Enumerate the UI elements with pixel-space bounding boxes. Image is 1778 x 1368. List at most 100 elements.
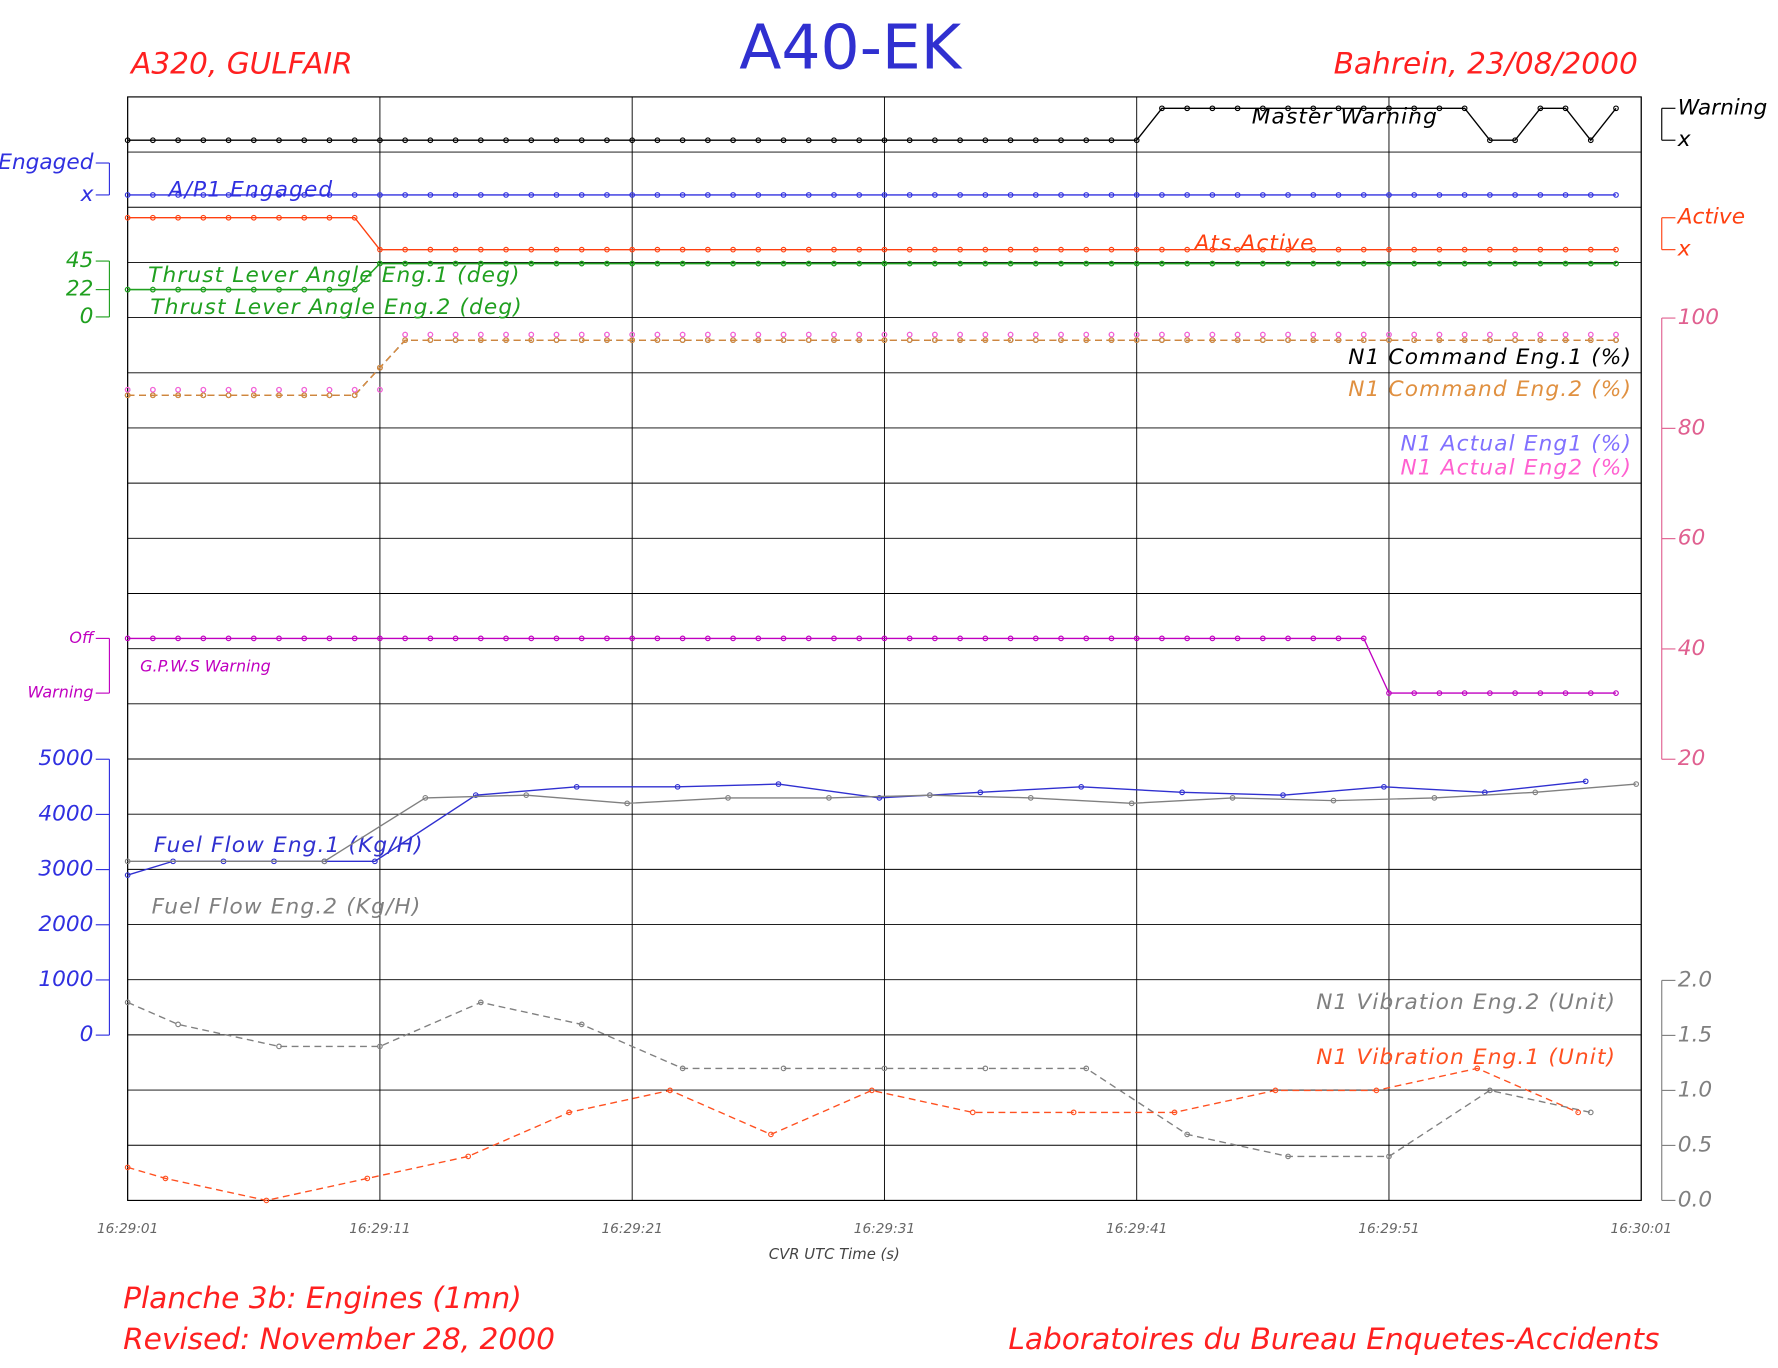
data-point — [276, 635, 282, 642]
data-point — [629, 331, 636, 338]
data-point — [1285, 246, 1291, 253]
data-point — [679, 635, 686, 642]
y-tick-label: 1000 — [38, 967, 93, 992]
data-point — [1411, 690, 1418, 696]
data-point — [679, 260, 686, 267]
y-tick-label: x — [1677, 127, 1691, 152]
data-point — [1058, 260, 1064, 267]
data-point — [730, 337, 736, 343]
data-point — [377, 246, 383, 253]
data-point — [730, 246, 736, 253]
data-point — [124, 286, 131, 293]
data-point — [1259, 635, 1266, 642]
y-tick-label: 0.5 — [1678, 1132, 1712, 1157]
data-point — [225, 192, 232, 198]
data-point — [276, 392, 282, 399]
data-point — [1613, 331, 1619, 338]
data-point — [276, 1043, 282, 1050]
data-point — [1159, 246, 1165, 253]
data-point — [906, 331, 913, 338]
data-point — [1007, 246, 1014, 253]
data-point — [1461, 105, 1468, 112]
data-point — [402, 246, 408, 253]
data-point — [1461, 331, 1468, 338]
data-point — [826, 795, 832, 801]
data-point — [1582, 778, 1589, 785]
data-point — [1587, 337, 1594, 343]
data-point — [1436, 246, 1443, 253]
data-point — [1133, 192, 1140, 198]
data-point — [250, 214, 257, 221]
data-point — [175, 392, 181, 399]
series-line — [127, 262, 1617, 291]
data-point — [1285, 105, 1291, 112]
data-point — [1133, 337, 1140, 343]
data-point — [805, 635, 812, 642]
data-point — [1007, 260, 1014, 267]
data-point — [755, 246, 762, 253]
data-point — [780, 137, 787, 144]
data-point — [528, 337, 535, 343]
data-point — [1234, 331, 1241, 338]
data-point — [1285, 1153, 1291, 1160]
data-point — [1335, 331, 1342, 338]
x-tick-label: 16:29:11 — [349, 1221, 410, 1237]
data-point — [150, 392, 156, 399]
data-point — [1070, 1109, 1077, 1116]
data-point — [200, 392, 207, 399]
data-point — [1537, 192, 1544, 198]
data-point — [465, 1153, 472, 1160]
data-point — [1633, 781, 1640, 787]
data-point — [321, 858, 328, 865]
data-point — [1184, 260, 1191, 267]
data-point — [856, 337, 863, 343]
data-point — [1184, 635, 1191, 642]
data-point — [1436, 260, 1443, 267]
data-point — [1184, 246, 1191, 253]
data-point — [452, 192, 459, 198]
x-axis-label: CVR UTC Time (s) — [769, 1246, 900, 1263]
data-point — [1209, 192, 1216, 198]
data-point — [624, 800, 630, 807]
data-point — [831, 260, 837, 267]
data-point — [1386, 690, 1392, 696]
data-point — [1108, 337, 1115, 343]
data-point — [1058, 331, 1064, 338]
data-point — [351, 392, 358, 399]
data-point — [1083, 337, 1090, 343]
data-point — [301, 392, 308, 399]
data-point — [881, 1065, 888, 1072]
data-point — [1032, 337, 1039, 343]
data-point — [906, 137, 913, 144]
data-point — [200, 192, 207, 198]
data-point — [982, 1065, 989, 1072]
data-point — [667, 1087, 673, 1094]
data-point — [856, 246, 863, 253]
x-tick-label: 16:29:21 — [602, 1221, 663, 1237]
data-point — [604, 635, 610, 642]
y-tick-label: Warning — [28, 683, 94, 702]
data-point — [150, 286, 156, 293]
data-point — [679, 331, 686, 338]
data-point — [881, 337, 888, 343]
data-point — [452, 331, 459, 338]
data-point — [326, 286, 333, 293]
data-point — [553, 260, 560, 267]
data-point — [1360, 105, 1367, 112]
x-tick-label: 16:29:41 — [1106, 1221, 1167, 1237]
data-point — [422, 795, 429, 801]
data-point — [1184, 337, 1191, 343]
data-point — [1285, 635, 1291, 642]
data-point — [1613, 105, 1619, 112]
data-point — [402, 192, 408, 198]
data-point — [200, 635, 207, 642]
data-point — [301, 386, 308, 393]
data-point — [351, 192, 358, 198]
data-point — [150, 137, 156, 144]
data-point — [1537, 331, 1544, 338]
data-point — [982, 337, 989, 343]
data-point — [1285, 331, 1291, 338]
data-point — [528, 246, 535, 253]
data-point — [1512, 246, 1518, 253]
data-point — [957, 137, 963, 144]
